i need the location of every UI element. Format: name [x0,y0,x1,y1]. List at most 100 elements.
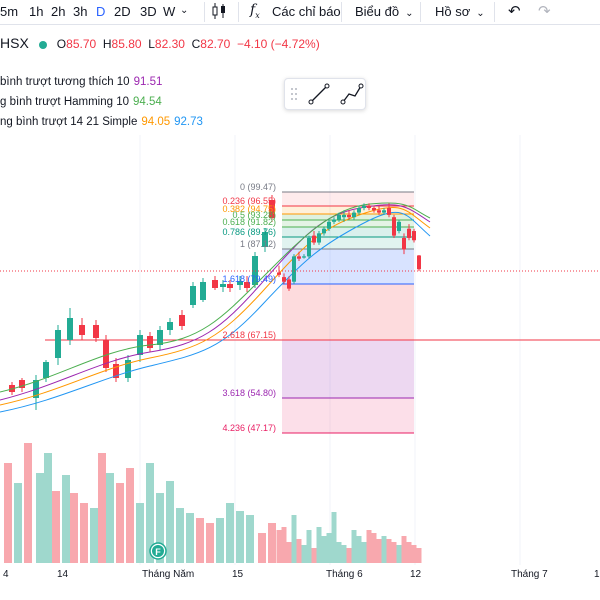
indicator-legend-1[interactable]: bình trượt tương thích 10 91.51 [0,76,163,88]
candle [227,280,233,292]
profile-button[interactable]: Hồ sơ ⌄ [435,4,485,19]
interval-w[interactable]: W [163,4,176,19]
volume-bar [371,533,377,563]
candle [407,224,411,241]
volume-bar [90,508,98,563]
volume-bar [411,545,417,563]
interval-1h[interactable]: 1h [29,4,44,19]
volume-bar [316,527,322,563]
candle [282,273,286,285]
volume-bar [336,542,342,563]
symbol-name[interactable]: HSX [0,35,29,51]
candle [397,219,401,234]
volume-bar [356,536,362,563]
ohlc-values: O85.70 H85.80 L82.30 C82.70 −4.10 (−4.72… [56,37,320,51]
volume-bar [116,483,124,563]
candle [93,320,99,342]
time-axis-label: Tháng 7 [511,569,548,580]
volume-bar [331,512,337,563]
interval-d[interactable]: D [96,4,106,19]
indicators-button[interactable]: Các chỉ báo [272,4,341,19]
volume-bar [281,527,287,563]
candle [137,330,143,362]
candle [372,205,376,213]
indicator-legend-2[interactable]: g bình trượt Hamming 10 94.54 [0,96,162,108]
volume-bar [156,493,164,563]
volume-bar [186,513,194,563]
trend-line-icon[interactable] [308,83,330,105]
floating-drawing-toolbar [284,78,366,110]
interval-3h[interactable]: 3h [73,4,88,19]
volume-bar [236,511,244,563]
candle [113,358,119,382]
volume-bar [196,518,204,563]
drag-handle-icon[interactable] [291,88,297,100]
fib-retracement-icon[interactable] [340,83,364,105]
candle [244,276,250,292]
undo-icon[interactable]: ↶ [508,3,521,20]
fib-zone [282,237,414,249]
indicators-fx-icon[interactable]: fx [250,2,260,20]
fib-zone [282,398,414,433]
candle [33,375,39,410]
interval-5m[interactable]: 5m [0,4,19,19]
volume-bar [351,530,357,563]
chevron-down-icon: ⌄ [405,8,414,19]
volume-bar [52,491,60,563]
candle [43,360,49,382]
candle [125,355,131,382]
fib-zone [282,214,414,220]
toolbar-divider [341,2,342,22]
chart-type-button[interactable]: Biểu đồ ⌄ [355,4,413,19]
volume-bar [346,548,352,563]
event-marker[interactable]: F [149,542,167,560]
fib-zone [282,340,414,398]
volume-bar [216,518,224,563]
candle [287,276,291,291]
volume-bar [296,539,302,563]
top-toolbar: 5m 1h 2h 3h D 2D 3D W ⌄ fx Các chỉ báo B… [0,0,600,25]
interval-3d[interactable]: 3D [140,4,157,19]
volume-bar [14,483,22,563]
fib-level-label: 0.786 (89.76) [222,227,276,237]
fib-zone [282,227,414,237]
candle [342,210,346,222]
candle [322,226,326,236]
interval-2h[interactable]: 2h [51,4,66,19]
candle [332,217,336,225]
candle [9,382,15,395]
fib-level-label: 3.618 (54.80) [222,388,276,398]
interval-2d[interactable]: 2D [114,4,131,19]
volume-bar [62,475,70,563]
candle [302,254,306,259]
toolbar-divider [420,2,421,22]
volume-bar [4,463,12,563]
candle [212,276,218,290]
candle [337,212,341,222]
fib-level-label: 1.618 (79.49) [222,274,276,284]
candle [237,276,243,290]
fib-level-label: 0.382 (94.75) [222,204,276,214]
volume-bar [401,536,407,563]
candlestick-chart-icon[interactable] [211,2,227,23]
interval-dropdown-chevron-icon[interactable]: ⌄ [180,5,189,16]
candle [362,203,366,211]
candle [292,254,296,285]
ma-adaptive-line [0,204,431,401]
fib-level-label: 1 (87.12) [240,239,276,249]
symbol-legend: HSX O85.70 H85.80 L82.30 C82.70 −4.10 (−4… [0,35,320,51]
volume-bar [176,508,184,563]
candle [392,214,396,238]
volume-bar [80,503,88,563]
candle [103,335,109,372]
redo-icon[interactable]: ↷ [538,3,551,20]
volume-bar [396,545,402,563]
volume-bar [276,530,282,563]
indicator-legend-3[interactable]: ng bình trượt 14 21 Simple 94.05 92.73 [0,116,203,128]
price-change: −4.10 (−4.72%) [236,37,320,51]
volume-bar [44,453,52,563]
toolbar-divider [494,2,495,22]
time-axis-label: Tháng Năm [142,569,195,580]
candle [312,231,316,245]
candle [179,310,185,330]
